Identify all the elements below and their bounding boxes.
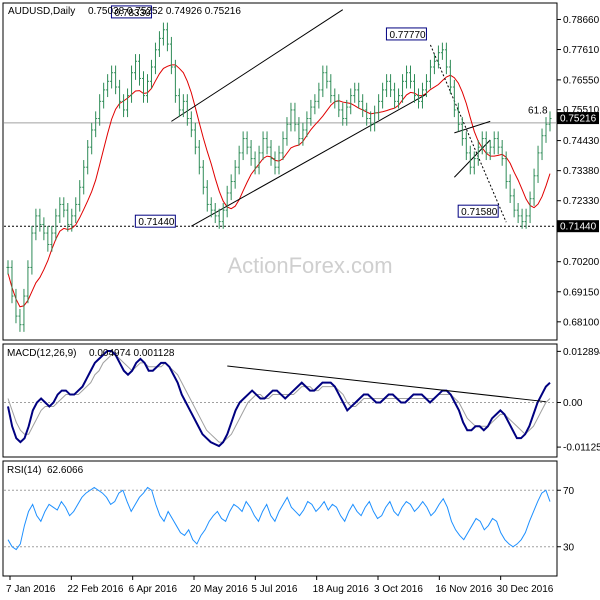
macd-tick-label: -0.011253 [563, 443, 600, 454]
x-tick-label: 7 Jan 2016 [6, 584, 56, 595]
pattern-top-line [454, 120, 491, 134]
price-tick-label: 0.76550 [563, 75, 600, 86]
price-panel [2, 2, 558, 341]
price-tick-label: 0.73380 [563, 166, 600, 177]
macd-panel [2, 343, 558, 458]
rsi-panel [2, 460, 558, 577]
price-tick-label: 0.77610 [563, 45, 600, 56]
x-tick-label: 16 Nov 2016 [435, 584, 492, 595]
macd-series-macd [7, 349, 551, 448]
x-tick-label: 6 Apr 2016 [129, 584, 178, 595]
price-axis: 0.78660 0.77610 0.76550 0.75510 0.74430 0.733… [557, 15, 600, 328]
symbol-label: AUDUSD,Daily [8, 6, 75, 17]
channel-upper-line [171, 9, 344, 122]
rsi-value: 62.6066 [47, 465, 84, 476]
macd-series-signal [7, 354, 551, 443]
x-tick-label: 22 Feb 2016 [67, 584, 124, 595]
rsi-series-line [7, 486, 551, 551]
rsi-tick-label: 70 [563, 486, 575, 497]
price-tick-label: 0.72330 [563, 196, 600, 207]
annotation-label: 0.71580 [461, 207, 498, 218]
macd-tick-label: 0.012894 [563, 347, 600, 358]
annotation-box [385, 27, 427, 41]
annotation-box [110, 5, 152, 19]
annotation-label: 0.78330 [114, 8, 151, 19]
x-tick-label: 18 Aug 2016 [313, 584, 370, 595]
x-tick-label: 30 Dec 2016 [497, 584, 554, 595]
watermark: ActionForex.com [227, 253, 392, 278]
channel-lower-line [191, 93, 427, 227]
x-tick-label: 3 Oct 2016 [374, 584, 423, 595]
pattern-bottom-line [453, 139, 491, 178]
ohlc-readout: 0.75038 0.75252 0.74926 0.75216 [88, 6, 241, 17]
decline-line [429, 44, 507, 223]
candles [6, 22, 552, 332]
last-price-label: 0.75216 [560, 114, 597, 125]
x-tick-label: 20 May 2016 [190, 584, 248, 595]
annotation-label: 0.71440 [138, 217, 175, 228]
price-annotations: 0.78330 0.71440 0.77770 0.71580 61.8 [110, 5, 548, 228]
macd-values: 0.004974 0.001128 [89, 348, 175, 359]
rsi-title: RSI(14) [7, 465, 41, 476]
price-tick-label: 0.75510 [563, 105, 600, 116]
price-tick-label: 0.68100 [563, 317, 600, 328]
annotation-box [134, 214, 176, 228]
annotation-box [457, 204, 499, 218]
rsi-layer: 70 30 [4, 486, 575, 553]
x-tick-label: 5 Jul 2016 [251, 584, 298, 595]
annotation-label: 0.77770 [389, 30, 426, 41]
fib-label: 61.8 [528, 106, 548, 117]
rsi-tick-label: 30 [563, 542, 575, 553]
price-tick-label: 0.69150 [563, 287, 600, 298]
price-tick-label: 0.70200 [563, 257, 600, 268]
price-tick-label: 0.74430 [563, 136, 600, 147]
x-axis: 7 Jan 2016 22 Feb 2016 6 Apr 2016 20 May 20… [6, 576, 554, 595]
macd-title: MACD(12,26,9) [7, 348, 76, 359]
price-tick-label: 0.78660 [563, 15, 600, 26]
support-price-tag [557, 220, 599, 233]
last-price-tag [557, 112, 599, 125]
macd-trendline [227, 365, 546, 403]
macd-tick-label: 0.00 [563, 398, 583, 409]
macd-layer: 0.012894 0.00 -0.011253 [4, 347, 600, 454]
support-price-label: 0.71440 [560, 222, 597, 233]
